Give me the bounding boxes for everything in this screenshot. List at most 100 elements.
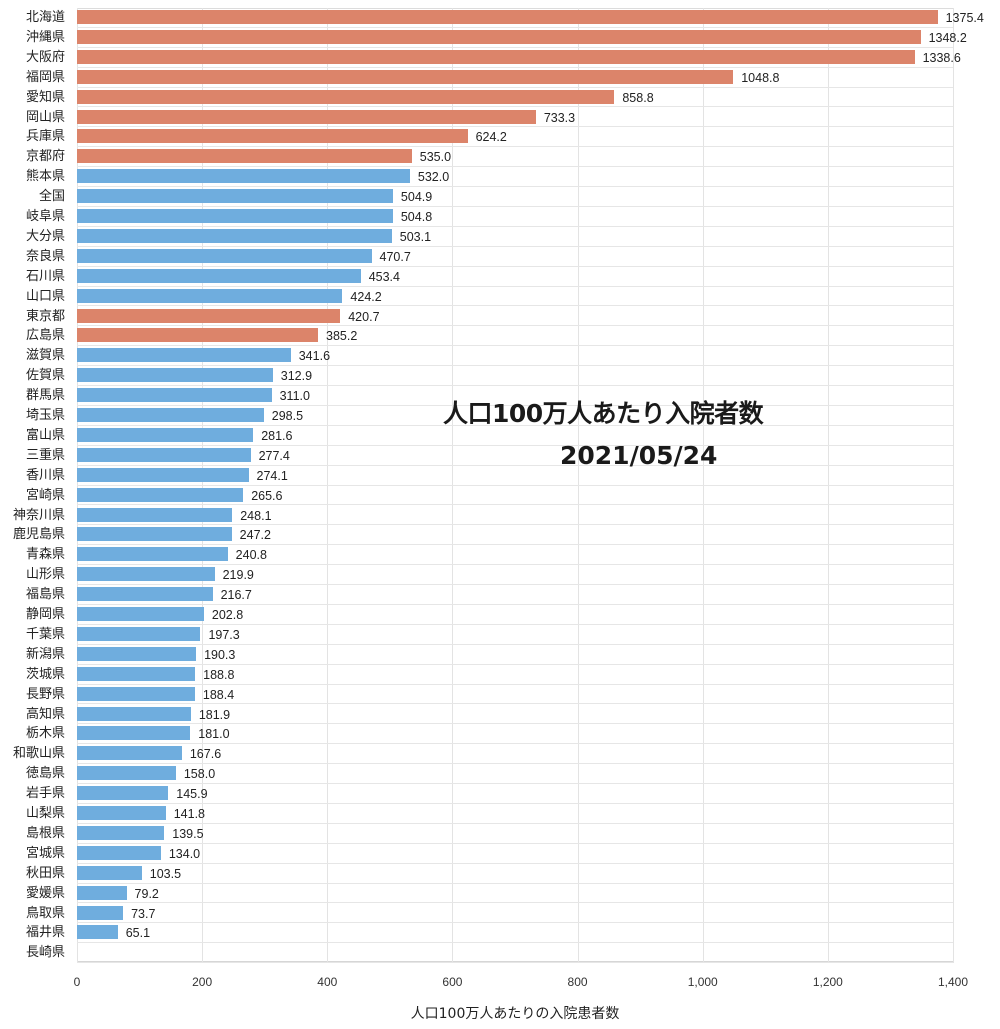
row-gridline	[77, 424, 953, 426]
x-tick-label: 200	[192, 975, 213, 989]
bar-row: 鳥取県 73.7	[0, 904, 1000, 924]
bar	[77, 527, 232, 542]
bar-row: 広島県 385.2	[0, 326, 1000, 347]
category-label: 北海道	[25, 10, 65, 25]
bar	[77, 89, 615, 104]
row-gridline	[77, 584, 953, 586]
bar	[77, 129, 468, 144]
category-label: 石川県	[25, 268, 65, 284]
category-label: 和歌山県	[12, 746, 65, 762]
value-label: 141.8	[173, 807, 205, 821]
bar-row: 岩手県 145.9	[0, 784, 1000, 804]
x-axis-label: 人口100万人あたりの入院患者数	[410, 1006, 620, 1022]
category-label: 京都府	[25, 149, 65, 165]
bar-row: 茨城県 188.8	[0, 665, 1000, 685]
bar-row: 栃木県 181.0	[0, 724, 1000, 745]
bar-row: 山梨県 141.8	[0, 804, 1000, 824]
bar	[77, 69, 734, 84]
value-label: 1048.8	[741, 70, 780, 85]
category-label: 兵庫県	[25, 129, 65, 145]
value-label: 535.0	[419, 150, 452, 165]
category-label: 福井県	[25, 925, 65, 941]
value-label: 73.7	[131, 906, 156, 921]
bar-row: 宮崎県 265.6	[0, 486, 1000, 506]
bar	[77, 467, 249, 482]
row-gridline	[77, 46, 953, 48]
value-label: 181.0	[198, 727, 230, 742]
row-gridline	[77, 404, 953, 406]
value-label: 420.7	[348, 309, 380, 324]
bar-row: 長野県 188.4	[0, 685, 1000, 705]
row-gridline	[77, 186, 953, 188]
category-label: 大阪府	[25, 49, 65, 65]
row-gridline	[77, 245, 953, 247]
bar-row: 愛知県 858.8	[0, 88, 1000, 108]
category-label: 宮崎県	[25, 487, 65, 503]
bar	[77, 766, 176, 781]
row-gridline	[77, 683, 953, 685]
category-label: 愛媛県	[25, 885, 65, 901]
bar-row: 神奈川県 248.1	[0, 506, 1000, 526]
category-label: 岐阜県	[25, 209, 65, 224]
row-gridline	[77, 205, 953, 207]
row-gridline	[77, 564, 953, 566]
bar-row: 山口県 424.2	[0, 287, 1000, 307]
value-label: 504.8	[400, 210, 433, 224]
x-tick-label: 1,200	[812, 975, 843, 989]
bar	[77, 786, 169, 801]
row-gridline	[77, 86, 953, 88]
category-label: 島根県	[25, 825, 65, 841]
value-label: 181.9	[198, 707, 231, 722]
bar-row: 奈良県 470.7	[0, 247, 1000, 267]
category-label: 高知県	[25, 706, 65, 722]
bar-row: 富山県 281.6	[0, 426, 1000, 446]
bar	[77, 666, 196, 681]
category-label: 全国	[38, 189, 65, 205]
value-label: 247.2	[239, 528, 271, 543]
value-label: 385.2	[326, 329, 358, 344]
value-label: 1375.4	[945, 11, 984, 25]
value-label: 1338.6	[922, 50, 961, 65]
row-gridline	[77, 882, 953, 884]
x-tick-label: 1,000	[687, 975, 718, 989]
category-label: 茨城県	[25, 666, 65, 682]
value-label: 158.0	[183, 767, 216, 782]
category-label: 滋賀県	[25, 348, 65, 364]
x-tick-label: 400	[317, 975, 338, 989]
bar	[77, 607, 204, 621]
bar	[77, 268, 361, 283]
row-gridline	[77, 265, 953, 267]
value-label: 197.3	[208, 627, 240, 642]
category-label: 広島県	[25, 328, 65, 344]
value-label: 188.4	[202, 687, 235, 702]
x-tick-label: 1,400	[937, 975, 969, 989]
row-gridline	[77, 544, 953, 546]
row-gridline	[77, 603, 953, 605]
category-label: 香川県	[25, 467, 65, 483]
x-tick-label: 600	[442, 975, 463, 989]
value-label: 190.3	[204, 647, 236, 662]
row-gridline	[77, 942, 953, 944]
category-label: 長野県	[25, 686, 65, 702]
row-gridline	[77, 305, 953, 307]
bar-row: 滋賀県 341.6	[0, 346, 1000, 367]
value-label: 470.7	[379, 249, 411, 264]
value-label: 202.8	[211, 608, 244, 622]
bar-row: 福島県 216.7	[0, 585, 1000, 605]
bar	[77, 806, 166, 820]
bar-row: 埼玉県 298.5	[0, 406, 1000, 426]
value-label: 532.0	[417, 170, 450, 185]
category-label: 山形県	[25, 567, 65, 583]
bar	[77, 706, 191, 721]
row-gridline	[77, 922, 953, 924]
value-label: 188.8	[203, 667, 235, 682]
bar	[77, 328, 319, 343]
value-label: 274.1	[256, 468, 288, 483]
bar-row: 千葉県 197.3	[0, 625, 1000, 645]
category-label: 愛知県	[25, 89, 65, 105]
row-gridline	[77, 325, 953, 327]
bar	[77, 865, 142, 880]
bar	[77, 626, 201, 641]
bar	[77, 348, 291, 363]
bar	[77, 209, 393, 223]
